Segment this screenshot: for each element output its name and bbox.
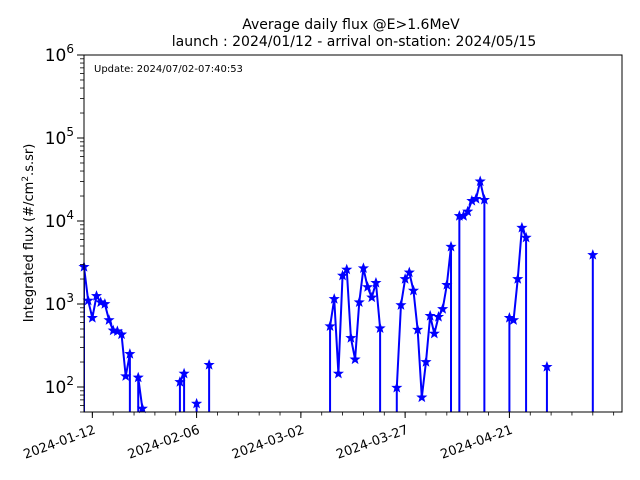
data-point-marker xyxy=(432,311,445,322)
data-point-marker xyxy=(520,231,532,243)
data-point-marker xyxy=(507,314,520,325)
data-point-marker xyxy=(191,397,203,409)
data-point-marker xyxy=(86,312,98,323)
data-point-marker xyxy=(349,353,361,365)
data-point-marker xyxy=(353,296,365,307)
data-point-marker xyxy=(428,327,440,339)
data-point-marker xyxy=(474,175,486,187)
data-point-marker xyxy=(412,323,424,335)
y-axis: 102 103 104 105 106 xyxy=(45,42,84,413)
data-point-marker xyxy=(328,293,340,304)
data-point-marker xyxy=(403,266,415,278)
data-point-marker xyxy=(115,328,128,340)
data-point-marker xyxy=(370,276,382,288)
y-tick-label: 102 xyxy=(45,374,74,398)
chart-title-line1: Average daily flux @E>1.6MeV xyxy=(242,17,460,33)
series-line-segment xyxy=(137,376,144,412)
chart-title-line2: launch : 2024/01/12 - arrival on-station… xyxy=(172,34,537,50)
data-point-marker xyxy=(362,281,374,292)
data-point-marker xyxy=(399,273,411,284)
data-point-marker xyxy=(178,367,190,379)
data-point-marker xyxy=(470,192,482,204)
data-point-marker xyxy=(441,279,453,290)
plot-area xyxy=(78,175,599,414)
data-point-marker xyxy=(324,320,336,331)
data-point-marker xyxy=(478,193,490,205)
data-point-marker xyxy=(124,348,136,359)
data-point-marker xyxy=(341,263,353,275)
data-point-marker xyxy=(136,402,148,414)
data-point-marker xyxy=(82,294,94,306)
data-point-marker xyxy=(374,322,386,334)
data-point-marker xyxy=(345,332,357,343)
y-tick-label: 106 xyxy=(45,42,74,66)
data-point-marker xyxy=(90,290,103,301)
data-point-marker xyxy=(391,381,403,393)
data-point-marker xyxy=(541,360,553,372)
y-tick-label: 103 xyxy=(45,291,74,315)
data-point-marker xyxy=(132,371,144,383)
data-point-marker xyxy=(99,298,111,309)
data-point-marker xyxy=(395,299,407,310)
y-tick-label: 105 xyxy=(45,125,74,149)
series-line-segment xyxy=(178,372,186,412)
data-point-marker xyxy=(337,269,349,281)
data-point-marker xyxy=(357,262,369,273)
data-point-marker xyxy=(462,205,474,217)
y-axis-label: Integrated flux (#/cm2.s.sr) xyxy=(21,144,37,323)
data-point-marker xyxy=(174,376,186,387)
data-point-marker xyxy=(407,284,420,296)
data-point-marker xyxy=(416,391,428,403)
data-point-marker xyxy=(445,240,457,252)
data-point-marker xyxy=(203,358,215,370)
data-point-marker xyxy=(332,367,344,379)
data-point-marker xyxy=(516,221,528,233)
data-point-marker xyxy=(420,356,432,367)
data-point-marker xyxy=(120,370,132,381)
data-point-marker xyxy=(512,273,524,284)
data-point-marker xyxy=(366,291,378,303)
series-line-segment xyxy=(395,245,453,412)
data-point-marker xyxy=(437,303,449,314)
data-point-marker xyxy=(587,249,599,260)
data-point-marker xyxy=(103,314,115,325)
data-point-marker xyxy=(424,309,436,321)
update-annotation: Update: 2024/07/02-07:40:53 xyxy=(94,64,243,75)
y-tick-label: 104 xyxy=(45,208,74,232)
